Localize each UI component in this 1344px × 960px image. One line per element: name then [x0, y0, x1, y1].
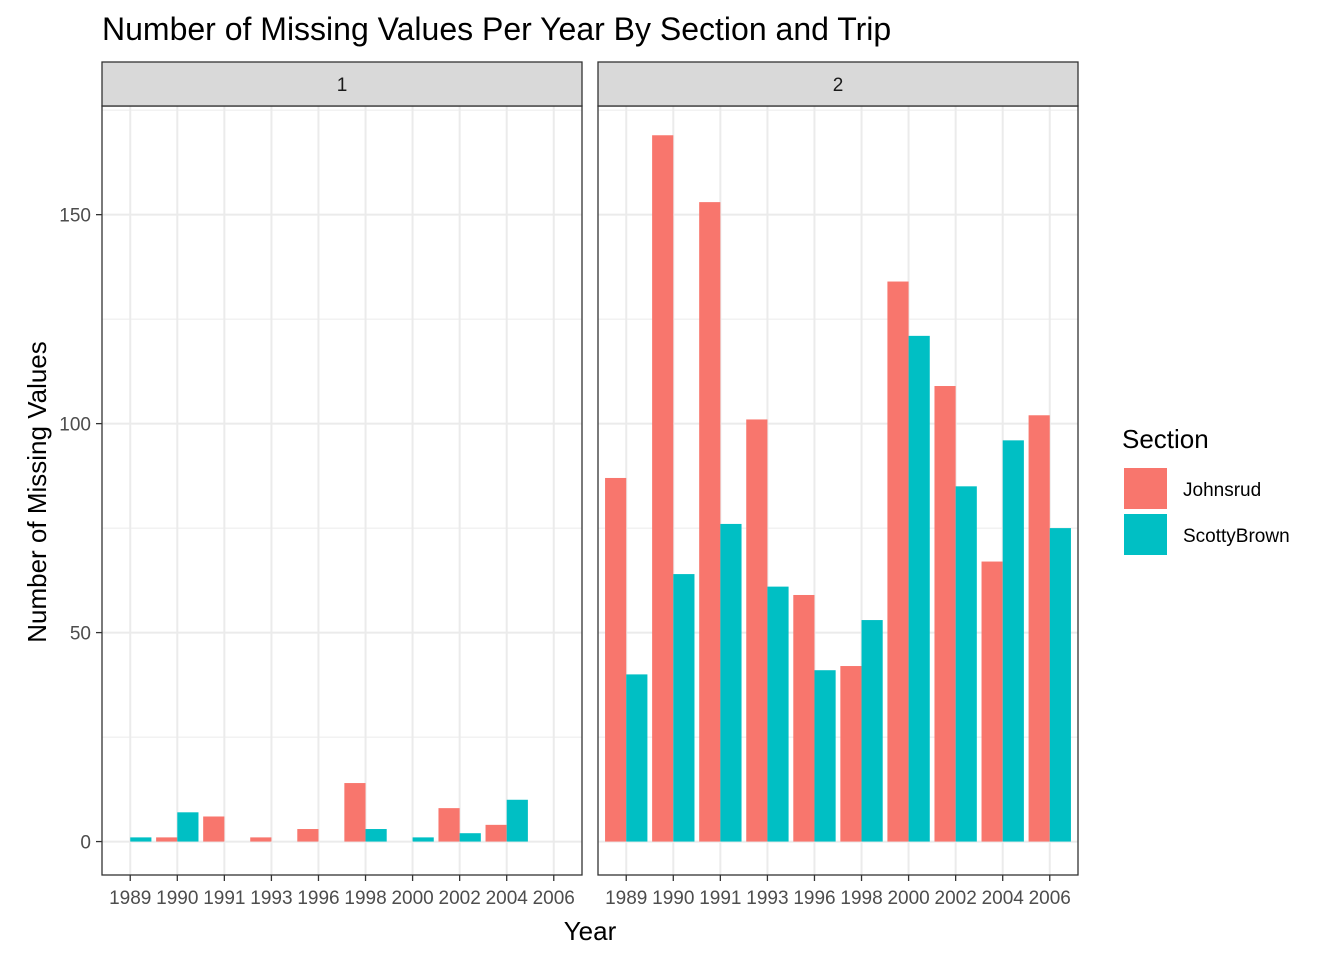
facet-strip-label: 2 — [833, 75, 844, 96]
bar-johnsrud-1993 — [250, 837, 272, 842]
x-tick-label: 1991 — [203, 888, 245, 909]
legend-label-scottybrown: ScottyBrown — [1183, 526, 1290, 547]
bar-johnsrud-1990 — [156, 837, 178, 842]
panel-background — [102, 106, 582, 875]
bar-johnsrud-2002 — [934, 386, 956, 842]
y-axis: 0 50 100 150 — [59, 206, 102, 854]
bar-scottybrown-1991 — [720, 523, 742, 842]
facet-strip — [101, 61, 583, 107]
x-tick-label: 2006 — [1029, 888, 1071, 909]
x-tick-label: 1989 — [605, 888, 647, 909]
bar-scottybrown-1998 — [861, 620, 883, 842]
y-tick-label: 50 — [70, 624, 91, 645]
facet-panel-2: 2 1989 1990 1991 1993 1996 1998 2000 2002 2004 200… — [597, 61, 1079, 909]
bar-scottybrown-2004 — [1002, 440, 1024, 842]
y-tick-label: 100 — [59, 415, 91, 436]
bar-scottybrown-1990 — [673, 574, 695, 842]
bar-johnsrud-2004 — [981, 561, 1003, 842]
x-tick-label: 2004 — [486, 888, 529, 909]
bar-scottybrown-1989 — [130, 837, 152, 842]
legend-title: Section — [1122, 424, 1209, 454]
chart-title: Number of Missing Values Per Year By Sec… — [102, 11, 891, 47]
bar-scottybrown-1996 — [814, 670, 836, 842]
x-tick-label: 1998 — [344, 888, 386, 909]
bar-johnsrud-1990 — [652, 135, 674, 842]
bar-johnsrud-1989 — [605, 477, 627, 842]
bar-scottybrown-2002 — [459, 833, 481, 842]
x-tick-label: 2000 — [391, 888, 433, 909]
x-tick-label: 1991 — [699, 888, 741, 909]
bar-johnsrud-1996 — [297, 829, 319, 842]
bar-johnsrud-2000 — [887, 281, 909, 842]
x-tick-label: 2000 — [887, 888, 929, 909]
x-tick-label: 2002 — [439, 888, 481, 909]
x-tick-label: 1998 — [840, 888, 882, 909]
bar-johnsrud-2004 — [485, 824, 507, 842]
bar-scottybrown-2004 — [506, 799, 528, 842]
x-tick-label: 1990 — [156, 888, 198, 909]
y-axis-title: Number of Missing Values — [22, 341, 52, 643]
x-tick-label: 1989 — [109, 888, 151, 909]
bar-johnsrud-1996 — [793, 594, 815, 842]
bar-scottybrown-2000 — [412, 837, 434, 842]
bar-scottybrown-2000 — [908, 335, 930, 842]
facet-strip — [597, 61, 1079, 107]
legend-key-johnsrud — [1124, 468, 1167, 509]
bar-johnsrud-1998 — [840, 666, 862, 842]
bar-scottybrown-2002 — [955, 486, 977, 842]
x-tick-label: 1996 — [297, 888, 339, 909]
x-tick-label: 2004 — [982, 888, 1025, 909]
bar-johnsrud-1998 — [344, 783, 366, 842]
bar-scottybrown-1989 — [626, 674, 648, 842]
facet-panel-1: 1 1989 1990 1991 1993 1996 1998 2000 2002 2004 200… — [101, 61, 583, 909]
bar-johnsrud-1991 — [203, 816, 225, 842]
x-tick-label: 1996 — [793, 888, 835, 909]
legend-label-johnsrud: Johnsrud — [1183, 480, 1261, 501]
bar-scottybrown-1998 — [365, 829, 387, 842]
bar-johnsrud-1993 — [746, 419, 768, 842]
x-tick-label: 2002 — [935, 888, 977, 909]
x-tick-label: 1993 — [746, 888, 788, 909]
x-tick-label: 1990 — [652, 888, 694, 909]
bar-johnsrud-2002 — [438, 808, 460, 842]
bar-scottybrown-2006 — [1049, 528, 1071, 842]
facet-strip-label: 1 — [337, 75, 348, 96]
legend: Section Johnsrud ScottyBrown — [1122, 424, 1290, 555]
x-axis-title: Year — [564, 916, 617, 946]
bar-johnsrud-1991 — [699, 202, 721, 842]
y-tick-label: 150 — [59, 206, 91, 227]
x-tick-label: 2006 — [533, 888, 575, 909]
x-tick-label: 1993 — [250, 888, 292, 909]
y-tick-label: 0 — [80, 833, 91, 854]
bar-scottybrown-1990 — [177, 812, 199, 842]
bar-scottybrown-1993 — [767, 586, 789, 842]
bar-johnsrud-2006 — [1028, 415, 1050, 842]
legend-key-scottybrown — [1124, 514, 1167, 555]
